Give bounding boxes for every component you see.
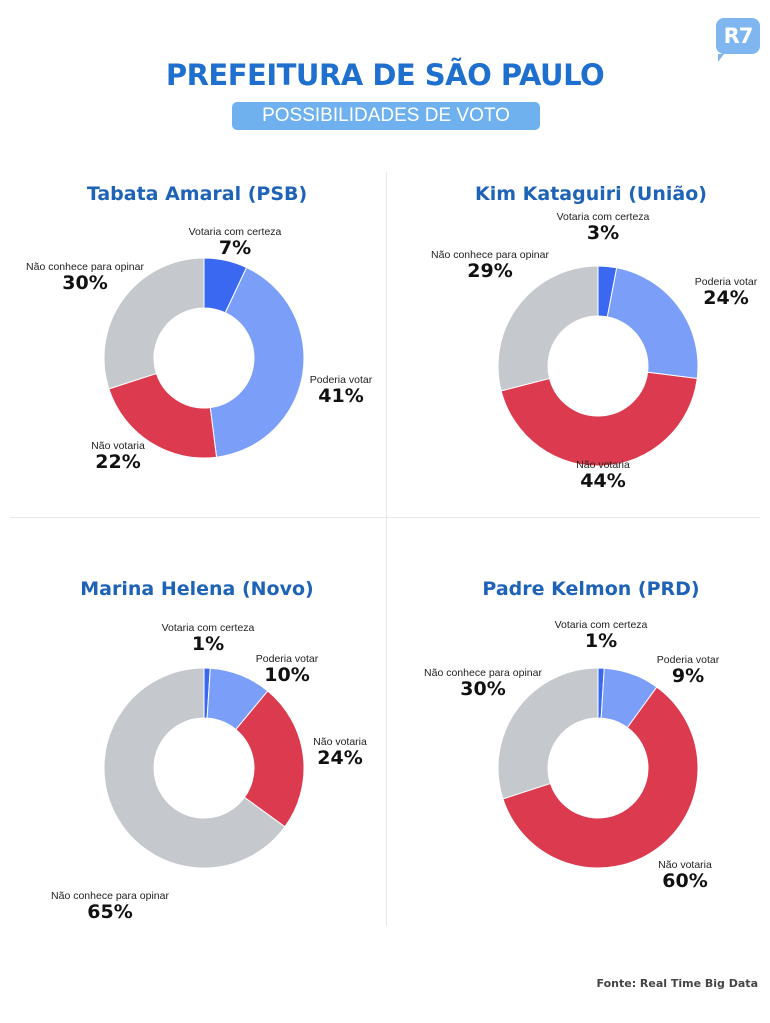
donut-slice: [606, 267, 699, 380]
donut-slice: [235, 690, 305, 828]
slice-label: Poderia votar 41%: [310, 374, 372, 406]
slice-label: Votaria com certeza 1%: [555, 619, 648, 651]
slice-category: Não conhece para opinar: [26, 261, 144, 273]
slice-value: 24%: [317, 747, 363, 769]
r7-logo: R7: [716, 18, 760, 62]
page-subtitle: POSSIBILIDADES DE VOTO: [232, 102, 540, 130]
donut-slice: [500, 371, 698, 467]
slice-label: Votaria com certeza 1%: [162, 622, 255, 654]
donut-slice: [103, 667, 286, 869]
slice-category: Poderia votar: [309, 374, 373, 386]
slice-label: Não conhece para opinar 65%: [51, 890, 169, 922]
slice-value: 3%: [586, 222, 620, 244]
slice-value: 9%: [671, 665, 705, 687]
donut-slice: [108, 372, 218, 459]
slice-value: 41%: [318, 385, 364, 407]
page-title: PREFEITURA DE SÃO PAULO: [165, 58, 605, 92]
slice-category: Votaria com certeza: [188, 226, 282, 238]
source-note: Fonte: Real Time Big Data: [596, 977, 758, 990]
slice-value: 10%: [264, 664, 310, 686]
slice-label: Poderia votar 9%: [657, 654, 719, 686]
slice-label: Não conhece para opinar 29%: [431, 249, 549, 281]
slice-category: Não conhece para opinar: [51, 890, 169, 902]
slice-label: Não votaria 60%: [658, 859, 712, 891]
slice-label: Não votaria 22%: [91, 440, 145, 472]
slice-value: 30%: [460, 678, 506, 700]
slice-value: 1%: [191, 633, 225, 655]
slice-value: 24%: [703, 287, 749, 309]
slice-label: Não votaria 24%: [313, 736, 367, 768]
slice-category: Não votaria: [91, 440, 145, 452]
slice-category: Poderia votar: [694, 276, 758, 288]
donut-slice: [502, 686, 699, 869]
slice-category: Não conhece para opinar: [431, 249, 549, 261]
slice-label: Votaria com certeza 7%: [189, 226, 282, 258]
slice-value: 65%: [87, 901, 133, 923]
chart-title: Padre Kelmon (PRD): [482, 578, 700, 600]
donut-slice: [497, 667, 599, 800]
slice-label: Poderia votar 10%: [256, 653, 318, 685]
slice-value: 22%: [95, 451, 141, 473]
slice-category: Não votaria: [576, 459, 630, 471]
slice-label: Não conhece para opinar 30%: [26, 261, 144, 293]
slice-label: Não conhece para opinar 30%: [424, 667, 542, 699]
slice-category: Votaria com certeza: [556, 211, 650, 223]
slice-category: Não votaria: [658, 859, 712, 871]
slice-category: Poderia votar: [656, 654, 720, 666]
slice-value: 44%: [580, 470, 626, 492]
slice-label: Não votaria 44%: [576, 459, 630, 491]
donut-slice: [497, 265, 599, 392]
slice-category: Votaria com certeza: [161, 622, 255, 634]
chart-title: Marina Helena (Novo): [80, 578, 314, 600]
slice-value: 30%: [62, 272, 108, 294]
slice-category: Não votaria: [313, 736, 367, 748]
slice-category: Não conhece para opinar: [424, 667, 542, 679]
slice-value: 60%: [662, 870, 708, 892]
slice-label: Votaria com certeza 3%: [557, 211, 650, 243]
slice-category: Votaria com certeza: [554, 619, 648, 631]
chart-title: Kim Kataguiri (União): [475, 183, 707, 205]
slice-value: 29%: [467, 260, 513, 282]
slice-value: 1%: [584, 630, 618, 652]
donut-slice: [209, 266, 305, 458]
slice-value: 7%: [218, 237, 252, 259]
divider-vertical: [386, 172, 387, 926]
divider-horizontal: [10, 517, 760, 518]
chart-title: Tabata Amaral (PSB): [86, 183, 308, 205]
donut-slice: [103, 257, 205, 390]
slice-category: Poderia votar: [255, 653, 319, 665]
slice-label: Poderia votar 24%: [695, 276, 757, 308]
